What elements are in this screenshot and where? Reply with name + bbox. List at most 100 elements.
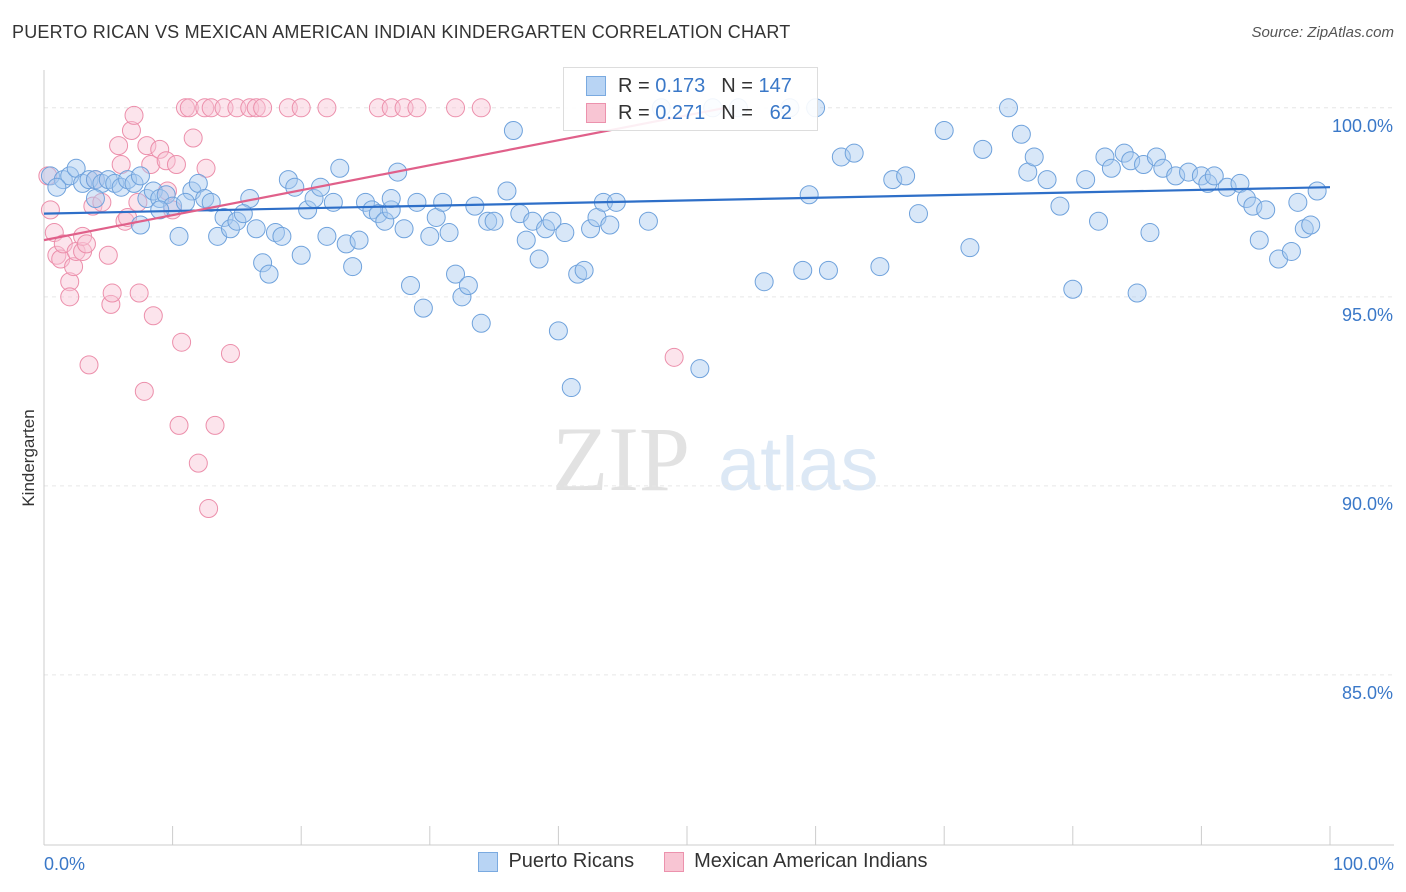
y-tick-label: 95.0%: [1342, 305, 1393, 325]
puerto-rican-point: [368, 204, 388, 224]
source-label: Source: ZipAtlas.com: [1251, 24, 1394, 41]
mexican-american-indian-point: [47, 245, 67, 265]
puerto-rican-point: [536, 219, 556, 239]
puerto-rican-point: [1217, 177, 1237, 197]
legend-item-puerto-ricans: Puerto Ricans: [478, 850, 634, 873]
puerto-rican-point: [1114, 143, 1134, 163]
mexican-american-indian-point: [446, 98, 466, 118]
mexican-american-indian-point: [188, 453, 208, 473]
puerto-rican-point: [130, 215, 150, 235]
puerto-rican-point: [793, 260, 813, 280]
puerto-rican-point: [446, 264, 466, 284]
puerto-rican-point: [336, 234, 356, 254]
mexican-american-indian-point: [156, 151, 176, 171]
puerto-rican-point: [413, 298, 433, 318]
mexican-american-indian-point: [64, 257, 84, 277]
blue-swatch-icon: [478, 851, 499, 872]
puerto-rican-point: [754, 272, 774, 292]
mexican-american-indian-point: [109, 136, 129, 156]
mexican-american-indian-point: [317, 98, 337, 118]
puerto-rican-point: [214, 207, 234, 227]
puerto-rican-point: [195, 189, 215, 209]
puerto-rican-point: [497, 181, 517, 201]
n-label: N =: [721, 101, 753, 124]
puerto-rican-point: [1011, 124, 1031, 144]
axes: [43, 70, 1394, 846]
y-tick-label: 90.0%: [1342, 494, 1393, 514]
puerto-rican-point: [220, 219, 240, 239]
puerto-rican-point: [175, 192, 195, 212]
puerto-rican-point: [53, 170, 73, 190]
puerto-rican-point: [1050, 196, 1070, 216]
puerto-rican-point: [169, 226, 189, 246]
n-label: N =: [721, 74, 753, 97]
puerto-rican-point: [1095, 147, 1115, 167]
puerto-rican-point: [85, 189, 105, 209]
mexican-american-indian-point: [196, 158, 216, 178]
mexican-american-indian-point: [137, 136, 157, 156]
puerto-rican-point: [870, 257, 890, 277]
mexican-american-indian-point: [134, 381, 154, 401]
mexican-american-indian-point: [60, 287, 80, 307]
watermark-zip: ZIP: [552, 408, 690, 510]
y-axis-label: Kindergarten: [19, 409, 38, 506]
puerto-rican-point: [1127, 283, 1147, 303]
puerto-rican-point: [1281, 241, 1301, 261]
puerto-rican-point: [896, 166, 916, 186]
puerto-rican-point: [233, 204, 253, 224]
legend-label-mexican-american-indians: Mexican American Indians: [694, 850, 928, 872]
mexican-american-indian-point: [205, 415, 225, 435]
puerto-rican-point: [1179, 162, 1199, 182]
r-value-puerto-ricans: 0.173: [655, 74, 706, 97]
mexican-american-indian-point: [407, 98, 427, 118]
puerto-rican-point: [105, 173, 125, 193]
puerto-rican-point: [47, 177, 67, 197]
puerto-rican-point: [407, 192, 427, 212]
puerto-rican-point: [246, 219, 266, 239]
puerto-rican-point: [568, 264, 588, 284]
puerto-rican-point: [124, 173, 144, 193]
puerto-rican-point: [548, 321, 568, 341]
mexican-american-indian-point: [143, 306, 163, 326]
puerto-rican-point: [394, 219, 414, 239]
mexican-american-indian-point: [179, 98, 199, 118]
mexican-american-indian-point: [183, 128, 203, 148]
pink-swatch-icon: [586, 103, 606, 123]
puerto-rican-point: [401, 275, 421, 295]
n-value-puerto-ricans: 147: [758, 74, 792, 97]
puerto-rican-point: [349, 230, 369, 250]
puerto-rican-point: [420, 226, 440, 246]
puerto-rican-point: [465, 196, 485, 216]
legend-row-mexican-american-indians: R = 0.271 N = 62: [586, 100, 792, 126]
puerto-rican-point: [999, 98, 1018, 118]
puerto-rican-point: [375, 211, 395, 231]
puerto-rican-point: [227, 211, 247, 231]
puerto-rican-point: [503, 120, 523, 140]
r-label: R =: [618, 101, 650, 124]
mexican-american-indian-point: [40, 200, 60, 220]
puerto-rican-point: [79, 170, 99, 190]
puerto-rican-point: [581, 219, 601, 239]
mexican-american-indian-point: [76, 234, 96, 254]
puerto-rican-point: [934, 120, 954, 140]
chart-title: PUERTO RICAN VS MEXICAN AMERICAN INDIAN …: [12, 22, 791, 42]
puerto-rican-point: [265, 223, 285, 243]
puerto-rican-point: [1198, 173, 1218, 193]
y-tick-label: 85.0%: [1342, 683, 1393, 703]
puerto-rican-point: [1204, 166, 1224, 186]
n-value-mexican-american-indians: 62: [769, 101, 792, 124]
mexican-american-indian-point: [79, 355, 99, 375]
r-value-mexican-american-indians: 0.271: [655, 101, 706, 124]
puerto-rican-point: [1146, 147, 1166, 167]
puerto-rican-point: [973, 139, 993, 159]
mexican-american-indian-point: [291, 98, 311, 118]
puerto-rican-point: [1294, 219, 1314, 239]
puerto-rican-point: [381, 189, 401, 209]
puerto-rican-point: [343, 257, 363, 277]
puerto-rican-point: [908, 204, 928, 224]
puerto-rican-point: [259, 264, 279, 284]
mexican-american-indian-point: [60, 272, 80, 292]
puerto-rican-point: [362, 200, 382, 220]
puerto-rican-point: [1249, 230, 1269, 250]
legend-item-mexican-american-indians: Mexican American Indians: [664, 850, 928, 873]
